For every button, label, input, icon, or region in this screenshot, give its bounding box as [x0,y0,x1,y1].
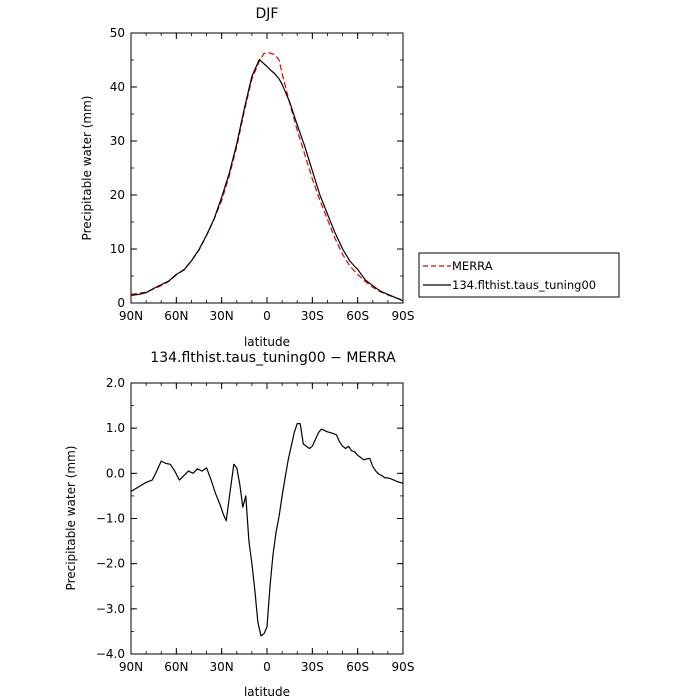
x-tick-label: 30N [210,309,234,323]
x-tick-label: 90S [392,660,415,674]
x-tick-label: 60S [346,309,369,323]
y-tick-label: −1.0 [96,512,125,526]
y-tick-label: 1.0 [106,421,125,435]
x-tick-label: 90N [119,660,143,674]
x-tick-label: 30S [301,660,324,674]
series-line-diff-0 [130,423,404,637]
x-tick-label: 0 [263,660,271,674]
panel-djf-frame [130,32,404,304]
panel-diff-title: 134.flthist.taus_tuning00 − MERRA [150,350,396,366]
y-tick-label: −4.0 [96,647,125,661]
x-tick-label: 60S [346,660,369,674]
x-tick-label: 90S [392,309,415,323]
y-tick-label: 30 [110,134,125,148]
panel-diff: 134.flthist.taus_tuning00 − MERRA 90N 60N… [64,350,414,699]
panel-djf: DJF 90N 60N 30N 0 30S 60S 90S 0 10 20 30 40 50 latit… [80,6,414,349]
panel-diff-ylabel: Precipitable water (mm) [64,446,78,591]
y-tick-label: 2.0 [106,376,125,390]
x-tick-label: 60N [164,660,188,674]
x-tick-label: 60N [164,309,188,323]
legend: MERRA 134.flthist.taus_tuning00 [418,252,620,298]
y-tick-label: 20 [110,188,125,202]
y-tick-label: 10 [110,242,125,256]
panel-diff-frame [130,382,404,655]
y-tick-label: 40 [110,80,125,94]
y-tick-label: −3.0 [96,602,125,616]
x-tick-label: 30S [301,309,324,323]
panel-djf-ylabel: Precipitable water (mm) [80,96,94,241]
legend-label-merra: MERRA [452,259,493,273]
y-tick-label: −2.0 [96,557,125,571]
x-tick-label: 30N [210,660,234,674]
x-tick-label: 0 [263,309,271,323]
y-tick-label: 0.0 [106,466,125,480]
legend-label-model: 134.flthist.taus_tuning00 [452,278,596,292]
legend-box [418,252,620,298]
series-line-djf-0 [130,52,404,301]
series-line-djf-1 [130,58,404,302]
y-tick-label: 50 [110,26,125,40]
panel-djf-xlabel: latitude [244,335,290,349]
y-tick-label: 0 [117,296,125,310]
panel-diff-xlabel: latitude [244,685,290,699]
panel-djf-title: DJF [256,6,279,22]
x-tick-label: 90N [119,309,143,323]
